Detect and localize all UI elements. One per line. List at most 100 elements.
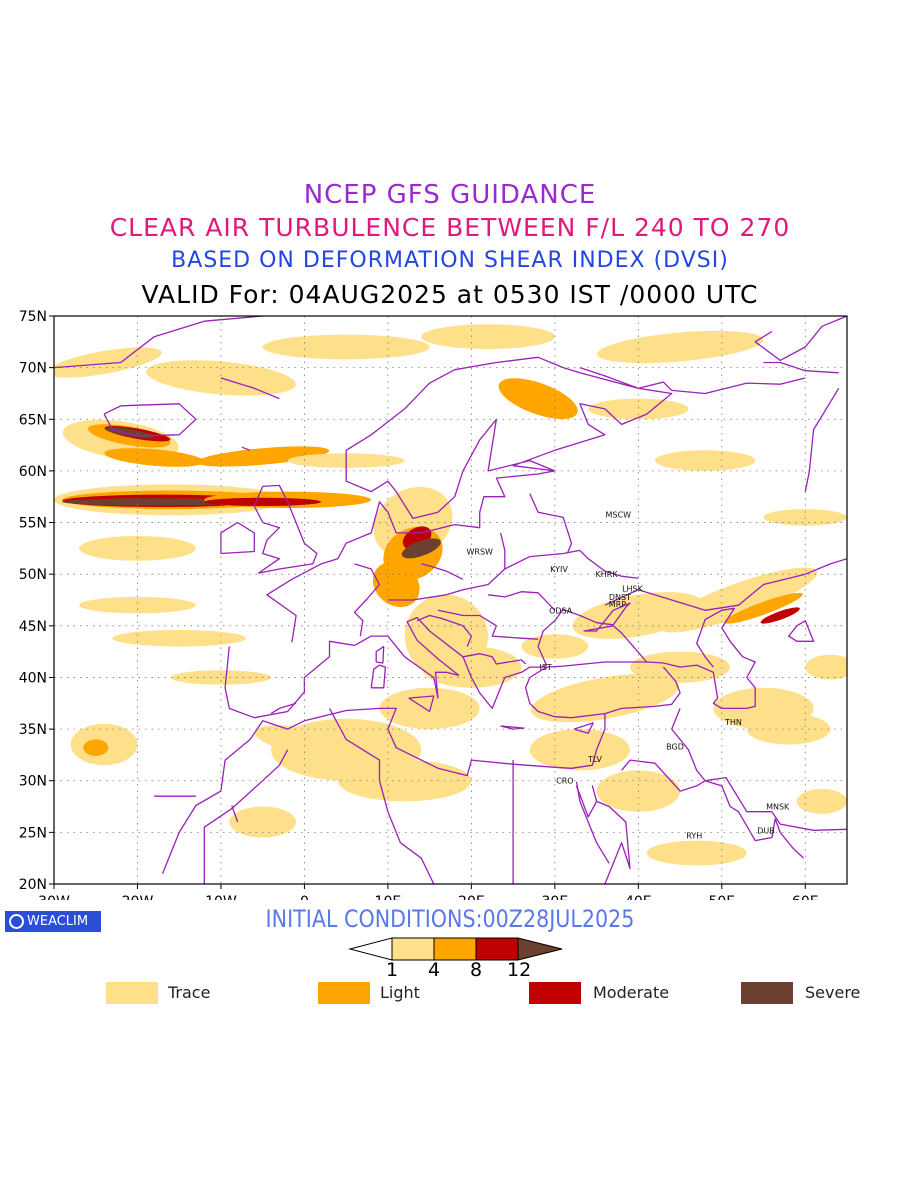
city-label: THN [724,718,742,727]
city-label: KYIV [550,565,568,574]
lat-tick-label: 20N [19,877,47,893]
colorbar-low-triangle [348,937,393,961]
turbulence-patch [530,673,679,723]
lon-tick-label: 30W [38,894,70,900]
coastline-segment [500,725,525,730]
coastline-segment [203,749,289,884]
coastline-segment [488,591,556,611]
coastline-segment [504,549,639,579]
colorbar-label-4: 4 [428,959,441,981]
colorbar-label-12: 12 [507,959,532,981]
turbulence-patch [421,324,555,350]
lat-tick-label: 60N [19,464,47,480]
chart-subtitle: CLEAR AIR TURBULENCE BETWEEN F/L 240 TO … [109,213,791,242]
lon-tick-label: 20W [122,894,154,900]
coastline-segment [270,702,297,715]
coastline-segment [387,532,506,601]
colorbar-label-8: 8 [470,959,483,981]
lon-tick-label: 60E [792,894,819,900]
turbulence-patch [796,788,847,814]
coastline-segment [328,708,435,884]
lon-tick-label: 10E [375,894,402,900]
coastline-segment [353,563,381,637]
logo-icon [9,914,24,929]
lon-tick-label: 0 [300,894,309,900]
coastline-segment [671,708,706,782]
coastline-segment [575,781,610,864]
coastline-segment [253,484,318,574]
colorbar-high-triangle [517,937,563,961]
turbulence-patch [83,739,109,756]
turbulence-patch [588,398,689,420]
legend-label-trace: Trace [168,983,211,1002]
city-label: MSCW [606,510,632,519]
coastline-segment [575,785,631,884]
lat-tick-label: 35N [19,722,47,738]
lat-tick-label: 50N [19,567,47,583]
axis-ticks: 30W 20W 10W 0 10E 20E 30E 40E 50E 60E 75N 70N 65N 60N… [19,309,819,900]
legend-swatch-trace [106,982,158,1004]
turbulence-patch [262,334,430,360]
coastline-segment [621,759,706,792]
coastline-segment [604,666,681,715]
plot-frame [53,315,848,885]
turbulence-patch [760,607,800,624]
city-label: TLV [587,755,602,764]
weaclim-logo: WEACLIM [5,911,101,932]
coastline-segment [241,446,251,451]
city-label: MRP [609,600,626,609]
city-label: IST [539,663,551,672]
coastline-segment [375,645,385,664]
city-label: MNSK [766,803,790,812]
lat-tick-label: 45N [19,619,47,635]
coastline-segment [54,316,263,369]
logo-label: WEACLIM [27,914,89,929]
coastline-segment [416,614,473,647]
city-label: BGD [666,743,684,752]
turbulence-patch [204,497,322,507]
lat-tick-label: 75N [19,309,47,325]
legend-swatch-severe [741,982,793,1004]
turbulence-patch [170,670,272,685]
city-label: RYH [686,831,702,840]
legend-swatch-light [318,982,370,1004]
initial-conditions: INITIAL CONDITIONS:00Z28JUL2025 [265,905,635,933]
coastline-segment [421,563,464,580]
coastline-segment [804,387,840,492]
turbulence-patch [62,498,246,506]
coastline-segment [529,493,573,554]
city-label: KHRK [596,570,619,579]
colorbar-moderate [475,937,519,961]
lon-tick-label: 30E [542,894,569,900]
coastline-segment [161,602,648,874]
city-label: ODSA [549,606,573,615]
lat-tick-label: 40N [19,670,47,686]
turbulence-patch [646,840,747,866]
lon-tick-label: 20E [458,894,485,900]
lon-tick-label: 50E [708,894,735,900]
coastline-segment [704,780,805,859]
turbulence-patch [337,760,472,802]
coastline-segment [573,722,594,734]
turbulence-patch [372,561,420,608]
coastline-segment [408,695,435,713]
lat-tick-label: 65N [19,412,47,428]
turbulence-patch [79,535,196,561]
turbulence-patch [112,629,246,647]
colorbar-trace [391,937,435,961]
turbulence-patch [655,450,756,471]
coastline-segment [604,558,847,611]
coastline-segment [345,356,673,520]
gridlines [54,316,847,884]
valid-time: VALID For: 04AUG2025 at 0530 IST /0000 U… [141,280,759,309]
chart-method: BASED ON DEFORMATION SHEAR INDEX (DVSI) [171,248,729,273]
turbulence-patch [498,378,578,420]
turbulence-patch [763,509,847,526]
turbulence-patch [229,806,297,838]
colorbar [348,937,563,961]
coastline-segment [646,607,756,710]
lat-tick-label: 30N [19,774,47,790]
colorbar-light [433,937,477,961]
